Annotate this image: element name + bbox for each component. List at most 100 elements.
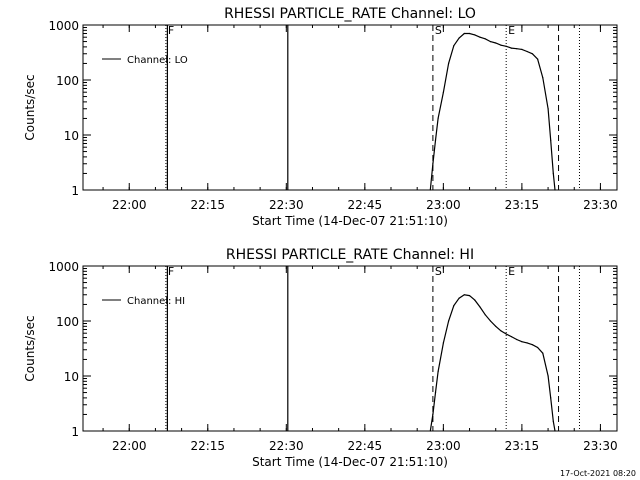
data-point xyxy=(516,48,518,50)
x-tick-label: 23:15 xyxy=(505,198,540,212)
y-tick-label: 100 xyxy=(56,74,79,88)
y-tick-label: 1 xyxy=(71,184,79,198)
x-tick-label: 23:15 xyxy=(505,439,540,453)
data-point xyxy=(458,297,460,299)
data-point xyxy=(474,299,476,301)
data-point xyxy=(526,342,528,344)
data-point xyxy=(537,346,539,349)
x-tick-label: 23:00 xyxy=(426,198,461,212)
event-marker-label: S xyxy=(435,265,442,278)
data-point xyxy=(429,430,431,432)
data-point xyxy=(500,330,502,332)
footer-timestamp: 17-Oct-2021 08:20 xyxy=(560,469,636,478)
data-point xyxy=(458,37,460,39)
data-point xyxy=(489,320,492,322)
data-point xyxy=(474,34,476,36)
data-point xyxy=(537,58,539,60)
data-point xyxy=(510,47,512,49)
data-point xyxy=(484,314,486,316)
series-line xyxy=(429,294,556,432)
plot-frame xyxy=(82,265,618,432)
data-point xyxy=(479,36,481,38)
data-point xyxy=(500,44,502,46)
x-axis-label: Start Time (14-Dec-07 21:51:10) xyxy=(252,455,448,469)
data-point xyxy=(429,189,431,191)
data-point xyxy=(531,344,534,346)
data-point xyxy=(448,62,450,64)
y-tick-label: 100 xyxy=(56,315,79,329)
legend-label: Channel: HI xyxy=(127,296,185,307)
data-point xyxy=(453,305,455,307)
x-tick-label: 23:30 xyxy=(583,439,618,453)
data-point xyxy=(484,38,486,40)
data-point xyxy=(531,53,534,55)
x-tick-label: 22:15 xyxy=(190,198,225,212)
data-point xyxy=(437,117,439,119)
data-point xyxy=(554,189,556,191)
data-point xyxy=(521,48,523,51)
x-tick-label: 22:00 xyxy=(112,198,147,212)
data-point xyxy=(550,139,552,141)
x-tick-label: 22:00 xyxy=(112,439,147,453)
data-point xyxy=(526,50,528,53)
event-marker-label: E xyxy=(508,24,515,37)
x-axis-label: Start Time (14-Dec-07 21:51:10) xyxy=(252,214,448,228)
data-point xyxy=(521,341,523,343)
data-point xyxy=(463,294,465,296)
data-point xyxy=(552,420,554,422)
x-tick-label: 23:30 xyxy=(583,198,618,212)
x-tick-label: 23:00 xyxy=(426,439,461,453)
data-point xyxy=(550,397,552,399)
data-point xyxy=(542,352,544,354)
y-axis-label: Counts/sec xyxy=(23,315,37,381)
y-tick-label: 1 xyxy=(71,425,79,439)
event-marker-label: F xyxy=(168,24,174,37)
chart-title: RHESSI PARTICLE_RATE Channel: LO xyxy=(224,6,476,22)
data-point xyxy=(489,41,492,43)
x-tick-label: 22:15 xyxy=(190,439,225,453)
legend-label: Channel: LO xyxy=(127,55,188,66)
y-tick-label: 10 xyxy=(64,370,79,384)
data-point xyxy=(437,371,439,373)
data-point xyxy=(554,430,556,432)
data-point xyxy=(453,45,455,47)
data-point xyxy=(463,32,465,35)
data-point xyxy=(442,91,444,93)
data-point xyxy=(505,45,507,47)
data-point xyxy=(468,32,471,35)
data-point xyxy=(448,320,450,322)
event-marker-label: E xyxy=(508,265,515,278)
data-point xyxy=(552,172,554,174)
plot-frame xyxy=(82,24,618,191)
x-tick-label: 22:45 xyxy=(348,439,383,453)
data-point xyxy=(505,333,507,335)
data-point xyxy=(442,342,444,344)
y-axis-label: Counts/sec xyxy=(23,74,37,140)
x-tick-label: 22:30 xyxy=(269,198,304,212)
x-tick-label: 22:45 xyxy=(348,198,383,212)
chart-title: RHESSI PARTICLE_RATE Channel: HI xyxy=(226,247,474,263)
data-point xyxy=(547,375,549,377)
y-tick-label: 1000 xyxy=(48,19,79,33)
data-point xyxy=(434,139,437,141)
data-point xyxy=(516,338,518,341)
data-point xyxy=(547,108,549,110)
y-tick-label: 10 xyxy=(64,129,79,143)
event-marker-label: S xyxy=(435,24,442,37)
data-point xyxy=(468,295,471,297)
panel-hi: RHESSI PARTICLE_RATE Channel: HI 22:00 22:… xyxy=(23,247,618,469)
data-point xyxy=(495,42,497,44)
data-point xyxy=(542,77,544,79)
panel-lo: RHESSI PARTICLE_RATE Channel: LO 22:00 22:… xyxy=(23,6,618,228)
series-line xyxy=(429,32,556,191)
event-marker-label: F xyxy=(168,265,174,278)
y-tick-label: 1000 xyxy=(48,260,79,274)
data-point xyxy=(479,306,481,308)
x-tick-label: 22:30 xyxy=(269,439,304,453)
data-point xyxy=(432,413,434,415)
data-point xyxy=(510,336,512,338)
data-point xyxy=(495,325,497,327)
data-point xyxy=(432,163,434,165)
data-point xyxy=(434,392,437,394)
